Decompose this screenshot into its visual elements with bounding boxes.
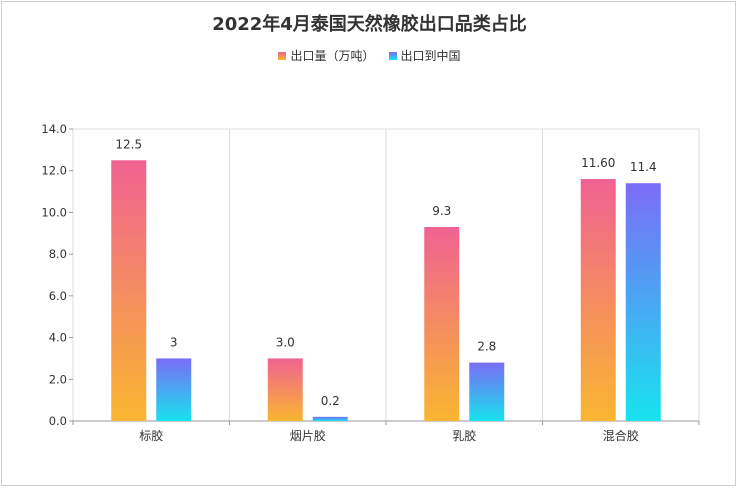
bar-series-2 <box>156 358 192 421</box>
chart-title: 2022年4月泰国天然橡胶出口品类占比 <box>212 14 527 35</box>
bar-series-2 <box>469 362 505 421</box>
legend-label-series-1: 出口量（万吨） <box>290 49 375 63</box>
y-tick-label: 8.0 <box>49 247 67 261</box>
x-tick-label: 标胶 <box>139 428 163 443</box>
bar-series-2 <box>625 183 661 421</box>
y-tick-label: 12.0 <box>41 164 67 178</box>
legend-label-series-2: 出口到中国 <box>400 49 461 63</box>
bar-series-1 <box>267 358 303 421</box>
bar-series-2 <box>312 416 348 421</box>
x-tick-label: 烟片胶 <box>290 428 326 443</box>
bar-series-1 <box>111 160 147 422</box>
y-tick-label: 6.0 <box>49 289 67 303</box>
bar-series-1 <box>580 179 616 421</box>
x-tick-label: 混合胶 <box>603 428 639 443</box>
y-tick-label: 2.0 <box>49 372 67 386</box>
data-label-series-2: 11.4 <box>630 160 657 174</box>
legend-swatch-series-1 <box>278 51 287 60</box>
data-label-series-2: 2.8 <box>477 340 496 354</box>
chart-legend: 出口量（万吨） 出口到中国 <box>0 47 739 64</box>
legend-item-series-1[interactable]: 出口量（万吨） <box>278 47 375 64</box>
legend-swatch-series-2 <box>388 51 397 60</box>
data-label-series-1: 3.0 <box>276 335 295 349</box>
y-tick-label: 0.0 <box>49 414 67 428</box>
data-label-series-1: 12.5 <box>115 137 142 151</box>
data-label-series-2: 0.2 <box>321 394 340 408</box>
data-label-series-1: 9.3 <box>432 204 451 218</box>
y-tick-label: 14.0 <box>41 122 67 136</box>
bar-series-1 <box>424 227 460 421</box>
y-tick-label: 4.0 <box>49 331 67 345</box>
data-label-series-1: 11.60 <box>581 156 615 170</box>
data-label-series-2: 3 <box>170 335 178 349</box>
legend-item-series-2[interactable]: 出口到中国 <box>388 47 461 64</box>
x-tick-label: 乳胶 <box>452 428 476 443</box>
y-tick-label: 10.0 <box>41 205 67 219</box>
